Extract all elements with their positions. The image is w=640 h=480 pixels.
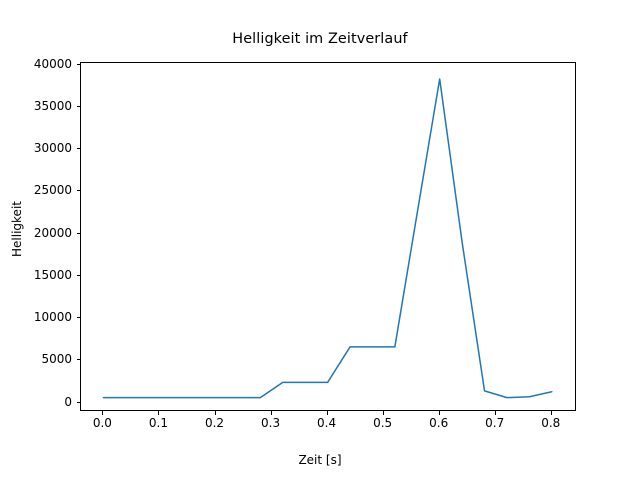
page-title: Helligkeit im Zeitverlauf: [232, 31, 408, 47]
x-tick-label: 0.2: [204, 416, 225, 430]
plot-area: [80, 62, 576, 411]
x-axis-label: Zeit [s]: [298, 453, 342, 467]
x-tick-label: 0.7: [485, 416, 505, 430]
x-tick-label: 0.0: [92, 416, 112, 430]
x-tick-mark: [158, 411, 160, 415]
x-tick-label: 0.5: [373, 416, 393, 430]
x-tick-mark: [102, 411, 104, 415]
x-tick-label: 0.3: [261, 416, 281, 430]
x-tick-label: 0.6: [429, 416, 449, 430]
y-tick-mark: [76, 148, 80, 150]
x-tick-mark: [382, 411, 384, 415]
x-tick-label: 0.8: [541, 416, 561, 430]
y-tick-mark: [76, 105, 80, 107]
y-tick-label: 25000: [33, 183, 72, 198]
data-series-line: [102, 78, 553, 399]
y-tick-label: 30000: [33, 141, 72, 156]
x-tick-mark: [550, 411, 552, 415]
y-tick-label: 0: [64, 394, 72, 409]
y-tick-mark: [76, 232, 80, 234]
y-tick-label: 35000: [33, 98, 72, 113]
x-tick-label: 0.1: [148, 416, 168, 430]
y-tick-mark: [76, 274, 80, 276]
x-tick-label: 0.4: [317, 416, 337, 430]
line-chart-svg: [102, 78, 553, 399]
y-tick-mark: [76, 359, 80, 361]
x-tick-mark: [438, 411, 440, 415]
y-tick-label: 10000: [33, 310, 72, 325]
y-tick-mark: [76, 190, 80, 192]
y-tick-mark: [76, 63, 80, 65]
x-tick-mark: [270, 411, 272, 415]
y-tick-label: 20000: [33, 225, 72, 240]
x-tick-mark: [494, 411, 496, 415]
y-tick-label: 40000: [33, 56, 72, 71]
y-tick-label: 15000: [33, 267, 72, 282]
x-tick-mark: [214, 411, 216, 415]
y-tick-mark: [76, 317, 80, 319]
y-tick-mark: [76, 401, 80, 403]
y-tick-label: 5000: [41, 352, 72, 367]
x-tick-mark: [326, 411, 328, 415]
